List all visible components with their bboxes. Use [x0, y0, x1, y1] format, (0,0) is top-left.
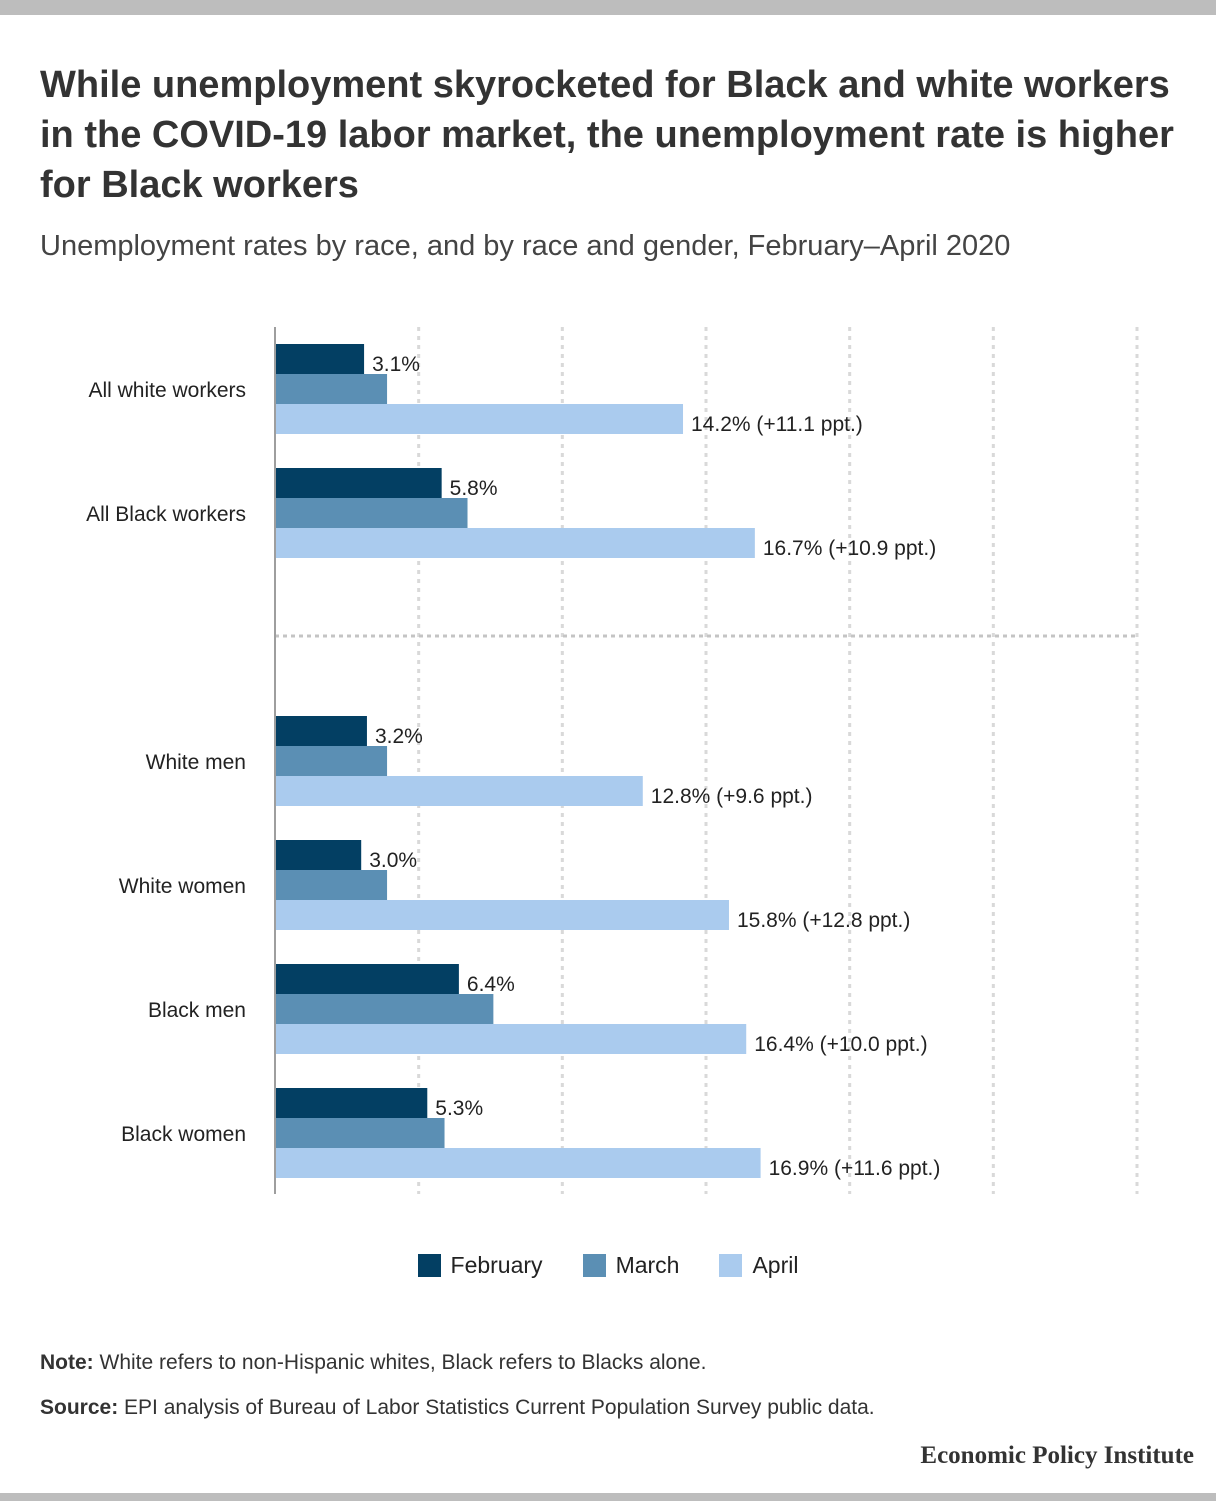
bar-april	[275, 1024, 747, 1054]
data-label: 16.7% (+10.9 ppt.)	[763, 537, 936, 560]
note-label: Note:	[40, 1351, 94, 1374]
brand-logo: Economic Policy Institute	[920, 1442, 1194, 1469]
bar-march	[275, 1118, 445, 1148]
bar-april	[275, 528, 755, 558]
legend-item-february: February	[417, 1251, 543, 1279]
source: Source: EPI analysis of Bureau of Labor …	[40, 1394, 1180, 1422]
legend-label-february: February	[450, 1251, 543, 1278]
category-label: All Black workers	[86, 503, 246, 526]
chart-title: While unemployment skyrocketed for Black…	[40, 64, 1174, 206]
legend: February March April	[0, 1250, 1216, 1280]
legend-swatch-february	[417, 1253, 441, 1277]
legend-swatch-march	[582, 1253, 606, 1277]
bar-april	[275, 776, 643, 806]
data-label: 6.4%	[467, 973, 515, 996]
bar-february	[275, 1088, 428, 1118]
data-label: 5.3%	[435, 1097, 483, 1120]
data-label: 14.2% (+11.1 ppt.)	[691, 413, 863, 436]
note: Note: White refers to non-Hispanic white…	[40, 1349, 1180, 1377]
bar-march	[275, 498, 468, 528]
data-label: 16.9% (+11.6 ppt.)	[769, 1157, 941, 1180]
data-label: 3.2%	[375, 725, 423, 748]
bar-april	[275, 1148, 761, 1178]
bar-march	[275, 746, 388, 776]
bar-february	[275, 716, 367, 746]
legend-item-march: March	[582, 1251, 680, 1279]
data-label: 3.0%	[369, 849, 417, 872]
bar-april	[275, 404, 684, 434]
data-label: 12.8% (+9.6 ppt.)	[651, 785, 813, 808]
bar-february	[275, 840, 362, 870]
top-border	[0, 0, 1216, 15]
legend-item-april: April	[719, 1252, 798, 1279]
chart-subtitle: Unemployment rates by race, and by race …	[40, 230, 1011, 262]
bar-march	[275, 994, 494, 1024]
bar-february	[275, 964, 459, 994]
category-label: White women	[119, 875, 246, 898]
bar-march	[275, 870, 388, 900]
legend-label-april: April	[752, 1251, 799, 1278]
category-label: White men	[146, 751, 246, 774]
data-label: 3.1%	[372, 353, 420, 376]
bar-april	[275, 900, 729, 930]
note-text: White refers to non-Hispanic whites, Bla…	[99, 1351, 707, 1374]
category-label: All white workers	[88, 379, 246, 402]
source-text: EPI analysis of Bureau of Labor Statisti…	[124, 1396, 875, 1419]
data-label: 15.8% (+12.8 ppt.)	[737, 909, 910, 932]
bar-march	[275, 374, 388, 404]
legend-swatch-april	[719, 1253, 743, 1277]
bar-february	[275, 468, 442, 498]
bar-chart: All white workers 3.1% 14.2% (+11.1 ppt.) A…	[86, 327, 1139, 1194]
data-label: 16.4% (+10.0 ppt.)	[754, 1033, 927, 1056]
bottom-border	[0, 1493, 1216, 1501]
category-label: Black women	[121, 1123, 246, 1146]
bar-february	[275, 344, 365, 374]
source-label: Source:	[40, 1396, 119, 1419]
category-label: Black men	[148, 999, 246, 1022]
data-label: 5.8%	[450, 477, 498, 500]
legend-label-march: March	[615, 1251, 680, 1278]
